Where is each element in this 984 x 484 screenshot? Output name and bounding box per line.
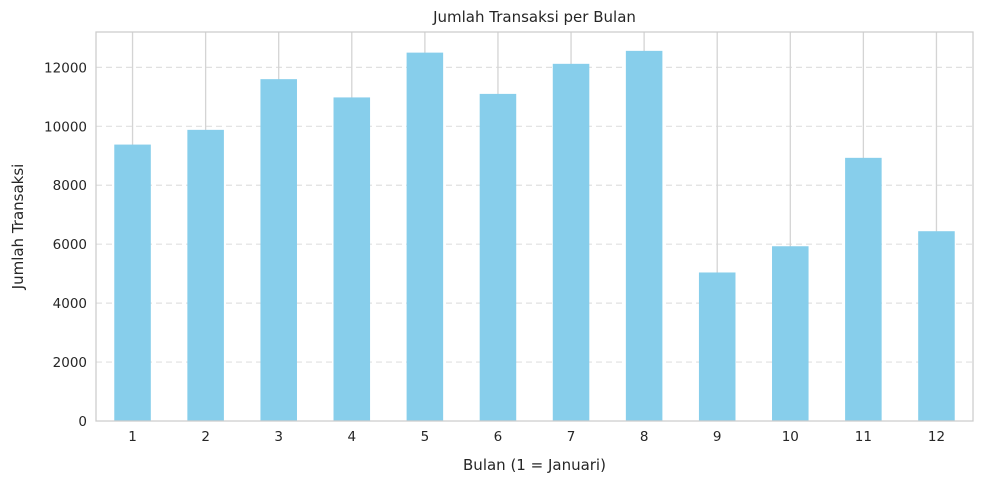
x-tick-label: 6 [494, 429, 503, 445]
x-tick-label: 12 [928, 429, 945, 445]
y-tick-label: 2000 [53, 355, 87, 371]
bar-month-5 [406, 52, 444, 422]
bar-month-8 [625, 50, 663, 422]
bar-month-7 [552, 63, 590, 422]
y-tick-label: 8000 [53, 178, 87, 194]
x-tick-label: 8 [640, 429, 649, 445]
grid-layer [96, 32, 973, 421]
x-tick-label: 7 [567, 429, 576, 445]
bar-month-6 [479, 93, 517, 422]
bars-layer [114, 50, 955, 422]
y-tick-labels: 0 2000 4000 6000 8000 10000 12000 [44, 60, 87, 430]
x-tick-label: 11 [855, 429, 872, 445]
x-tick-label: 10 [782, 429, 799, 445]
y-tick-label: 0 [78, 414, 87, 430]
bar-month-4 [333, 97, 371, 421]
bar-month-12 [918, 231, 955, 421]
plot-frame [95, 31, 974, 422]
x-tick-label: 1 [128, 429, 137, 445]
chart-title: Jumlah Transaksi per Bulan [432, 8, 636, 26]
bar-month-3 [260, 79, 297, 421]
x-tick-label: 3 [274, 429, 283, 445]
bar-month-1 [114, 144, 151, 421]
x-tick-label: 9 [713, 429, 722, 445]
bar-month-2 [187, 129, 224, 421]
x-tick-label: 5 [421, 429, 430, 445]
y-tick-label: 12000 [44, 60, 87, 76]
bar-month-9 [698, 272, 736, 421]
x-tick-labels: 1 2 3 4 5 6 7 8 9 10 11 12 [128, 429, 945, 445]
y-tick-label: 10000 [44, 119, 87, 135]
x-tick-label: 2 [201, 429, 210, 445]
y-tick-label: 6000 [53, 237, 87, 253]
x-axis-label: Bulan (1 = Januari) [463, 456, 606, 474]
bar-month-11 [845, 157, 882, 421]
y-axis-label: Jumlah Transaksi [9, 164, 27, 291]
x-tick-label: 4 [347, 429, 356, 445]
bar-month-10 [772, 246, 809, 421]
y-tick-label: 4000 [53, 296, 87, 312]
